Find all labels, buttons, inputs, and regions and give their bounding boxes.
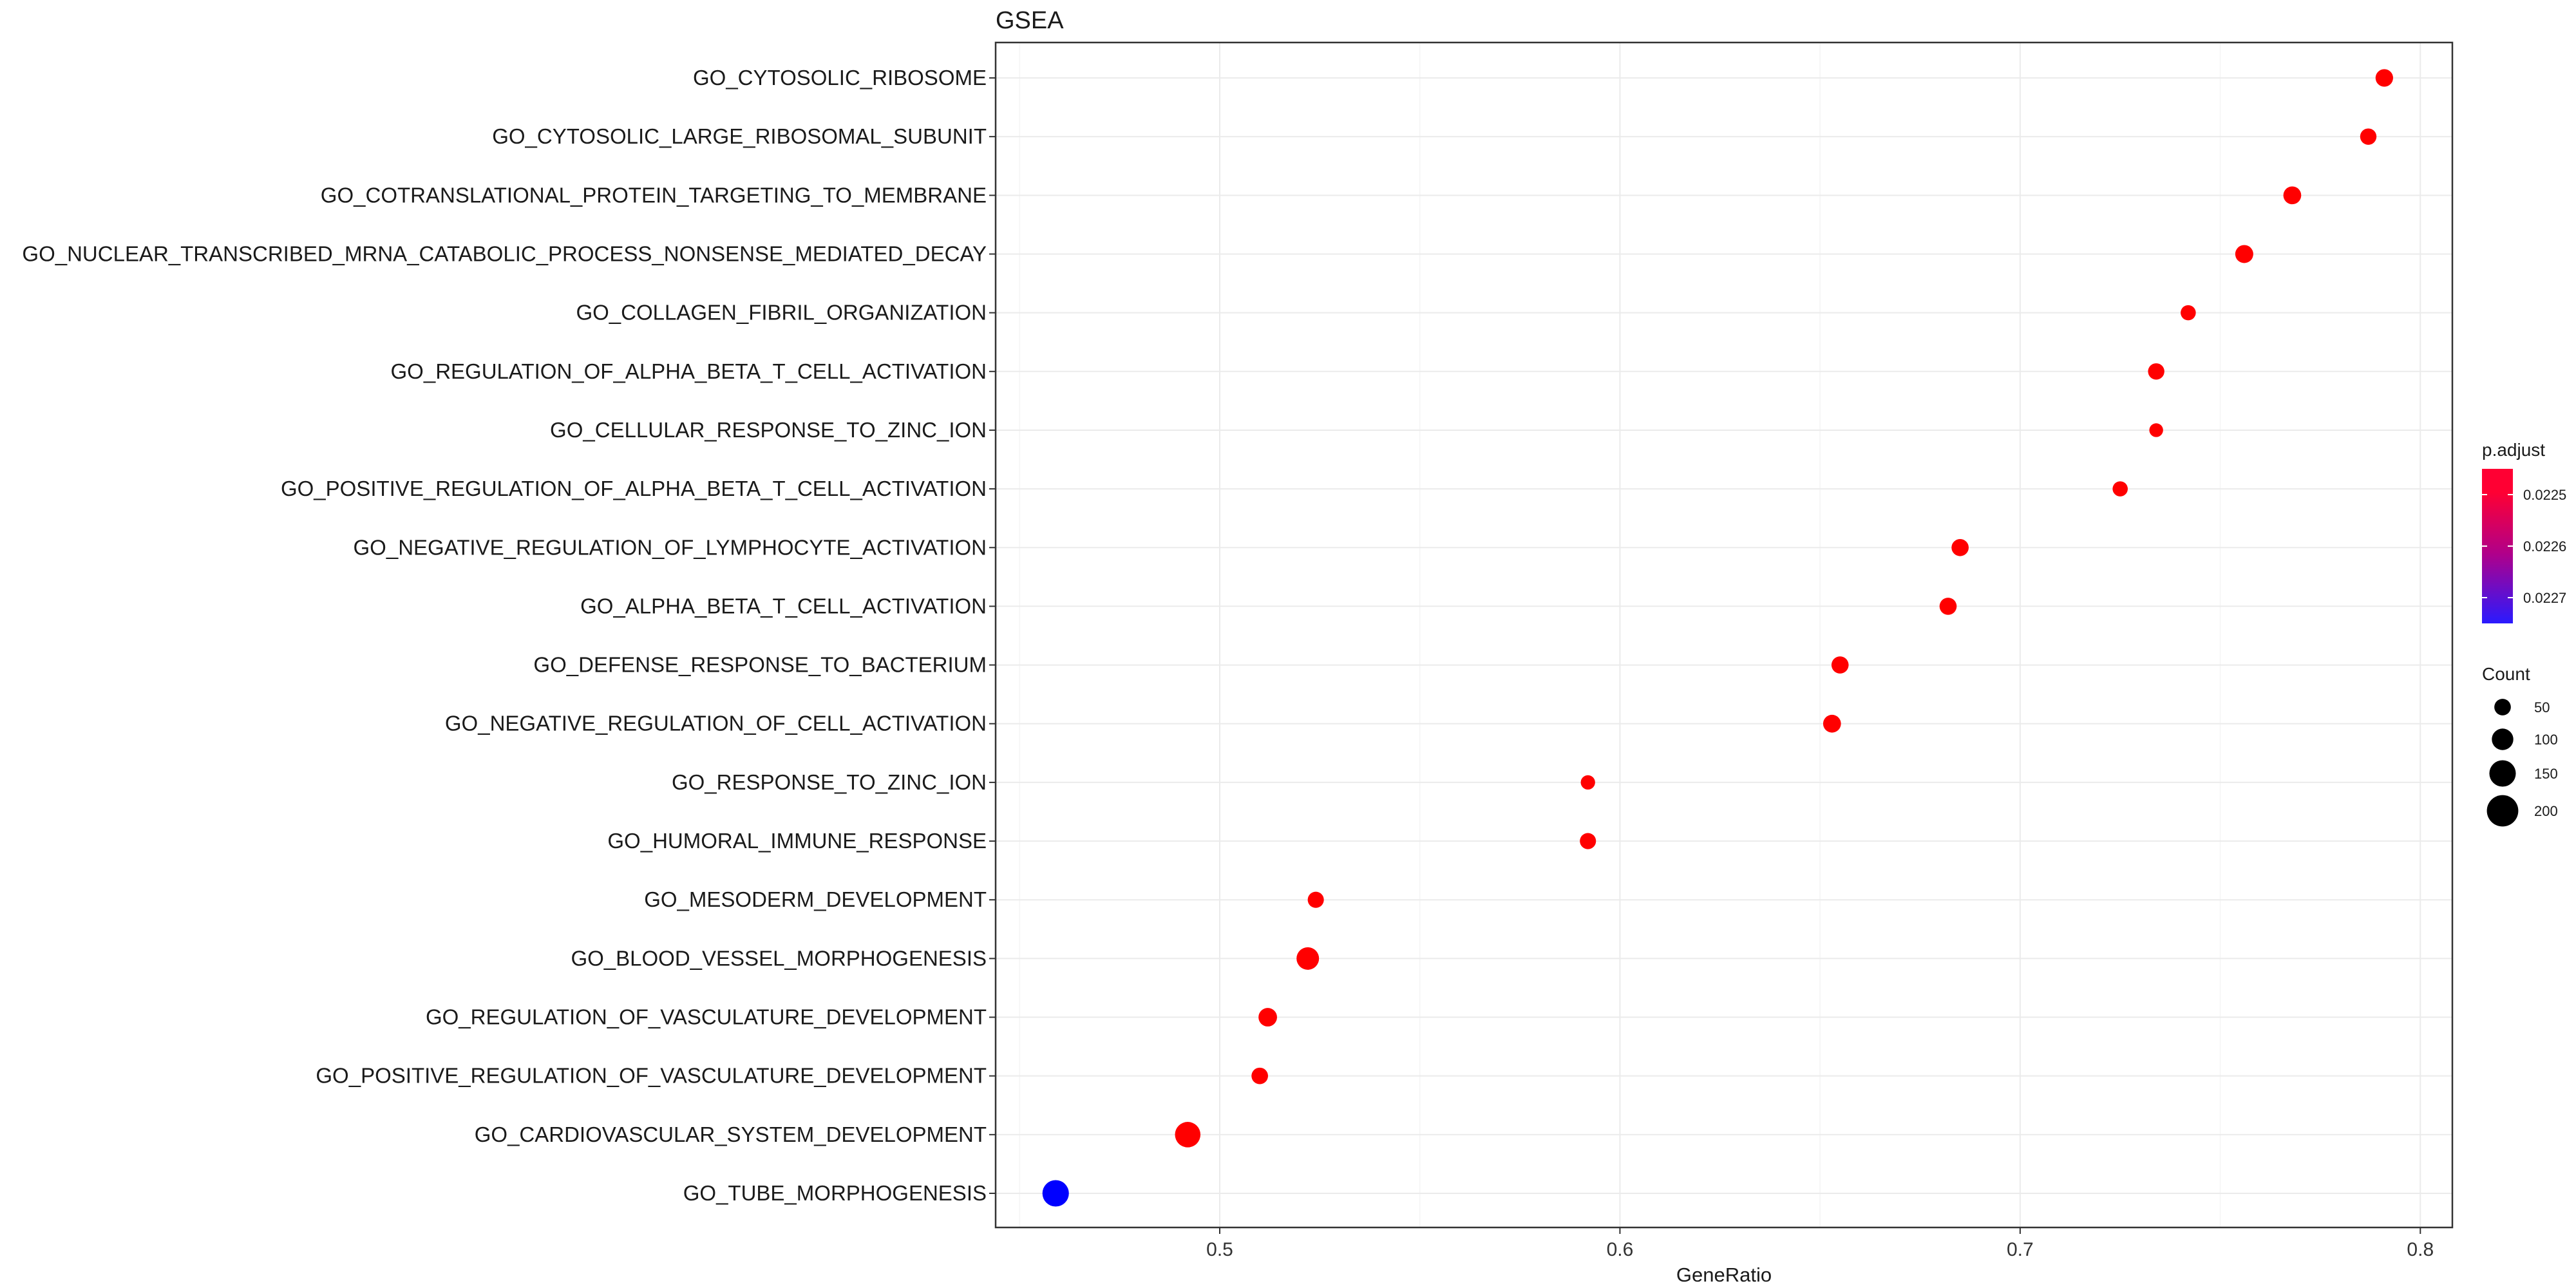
data-point <box>2283 186 2302 205</box>
category-label: GO_CYTOSOLIC_LARGE_RIBOSOMAL_SUBUNIT <box>492 124 987 148</box>
data-point <box>1580 775 1595 790</box>
size-legend-key <box>2494 699 2511 715</box>
size-legend-label: 200 <box>2534 803 2558 819</box>
data-point <box>1823 714 1841 733</box>
data-point <box>1258 1008 1277 1027</box>
x-tick-label: 0.5 <box>1206 1239 1233 1260</box>
x-axis-ticks <box>1219 1227 2421 1234</box>
size-legend-key <box>2492 728 2514 750</box>
x-tick-label: 0.6 <box>1607 1239 1634 1260</box>
size-legend-label: 150 <box>2534 766 2558 782</box>
category-label: GO_ALPHA_BETA_T_CELL_ACTIVATION <box>580 594 987 618</box>
size-legend-key <box>2489 760 2516 787</box>
category-label: GO_HUMORAL_IMMUNE_RESPONSE <box>607 829 987 853</box>
data-point <box>1580 833 1596 849</box>
data-point <box>2360 128 2377 145</box>
data-point <box>1307 891 1324 908</box>
color-legend: p.adjust 0.0225 0.0226 0.0227 <box>2482 440 2566 623</box>
category-label: GO_REGULATION_OF_ALPHA_BETA_T_CELL_ACTIV… <box>391 359 987 383</box>
category-label: GO_CARDIOVASCULAR_SYSTEM_DEVELOPMENT <box>475 1122 987 1146</box>
y-axis-ticks <box>989 77 996 1194</box>
data-point <box>2149 423 2163 437</box>
data-point <box>1175 1122 1201 1148</box>
chart-title: GSEA <box>996 7 1064 34</box>
x-axis-labels: 0.5 0.6 0.7 0.8 <box>1206 1239 2434 1260</box>
major-gridlines <box>996 43 2452 1227</box>
size-legend: Count 50 100 150 200 <box>2482 664 2558 827</box>
plot-panel-border <box>994 41 2454 1229</box>
data-point <box>1939 598 1957 615</box>
y-axis-labels: GO_CYTOSOLIC_RIBOSOME GO_CYTOSOLIC_LARGE_… <box>22 66 987 1205</box>
category-label: GO_RESPONSE_TO_ZINC_ION <box>672 770 987 794</box>
data-point <box>1951 538 1969 556</box>
color-legend-label: 0.0227 <box>2523 590 2566 606</box>
color-legend-label: 0.0225 <box>2523 487 2566 503</box>
category-label: GO_NEGATIVE_REGULATION_OF_CELL_ACTIVATIO… <box>445 712 987 735</box>
category-label: GO_CYTOSOLIC_RIBOSOME <box>693 66 987 90</box>
data-point <box>1042 1180 1069 1207</box>
color-legend-label: 0.0226 <box>2523 538 2566 554</box>
size-legend-key <box>2486 795 2519 827</box>
data-point <box>2181 305 2196 321</box>
category-label: GO_POSITIVE_REGULATION_OF_VASCULATURE_DE… <box>316 1064 987 1088</box>
category-label: GO_REGULATION_OF_VASCULATURE_DEVELOPMENT <box>426 1005 987 1029</box>
data-point <box>1831 656 1849 674</box>
category-label: GO_NUCLEAR_TRANSCRIBED_MRNA_CATABOLIC_PR… <box>22 242 987 265</box>
x-axis-title: GeneRatio <box>1676 1264 1772 1286</box>
x-tick-label: 0.8 <box>2407 1239 2434 1260</box>
category-label: GO_COTRANSLATIONAL_PROTEIN_TARGETING_TO_… <box>321 183 987 207</box>
x-tick-label: 0.7 <box>2007 1239 2034 1260</box>
color-legend-title: p.adjust <box>2482 440 2545 460</box>
data-points <box>1042 69 2393 1207</box>
data-point <box>1251 1067 1268 1084</box>
category-label: GO_BLOOD_VESSEL_MORPHOGENESIS <box>571 946 987 970</box>
data-point <box>2375 69 2393 87</box>
category-label: GO_CELLULAR_RESPONSE_TO_ZINC_ION <box>550 418 987 442</box>
size-legend-title: Count <box>2482 664 2530 684</box>
size-legend-label: 100 <box>2534 732 2558 748</box>
data-point <box>2112 481 2128 497</box>
category-label: GO_NEGATIVE_REGULATION_OF_LYMPHOCYTE_ACT… <box>354 535 987 559</box>
category-label: GO_TUBE_MORPHOGENESIS <box>683 1181 987 1205</box>
data-point <box>2148 363 2164 380</box>
plot-panel <box>996 43 2452 1227</box>
category-label: GO_POSITIVE_REGULATION_OF_ALPHA_BETA_T_C… <box>281 477 987 500</box>
category-label: GO_DEFENSE_RESPONSE_TO_BACTERIUM <box>533 653 987 677</box>
data-point <box>2235 245 2253 263</box>
category-label: GO_MESODERM_DEVELOPMENT <box>644 887 987 911</box>
category-label: GO_COLLAGEN_FIBRIL_ORGANIZATION <box>576 301 987 325</box>
minor-gridlines <box>1019 43 2221 1227</box>
data-point <box>1296 947 1320 970</box>
size-legend-label: 50 <box>2534 699 2550 715</box>
